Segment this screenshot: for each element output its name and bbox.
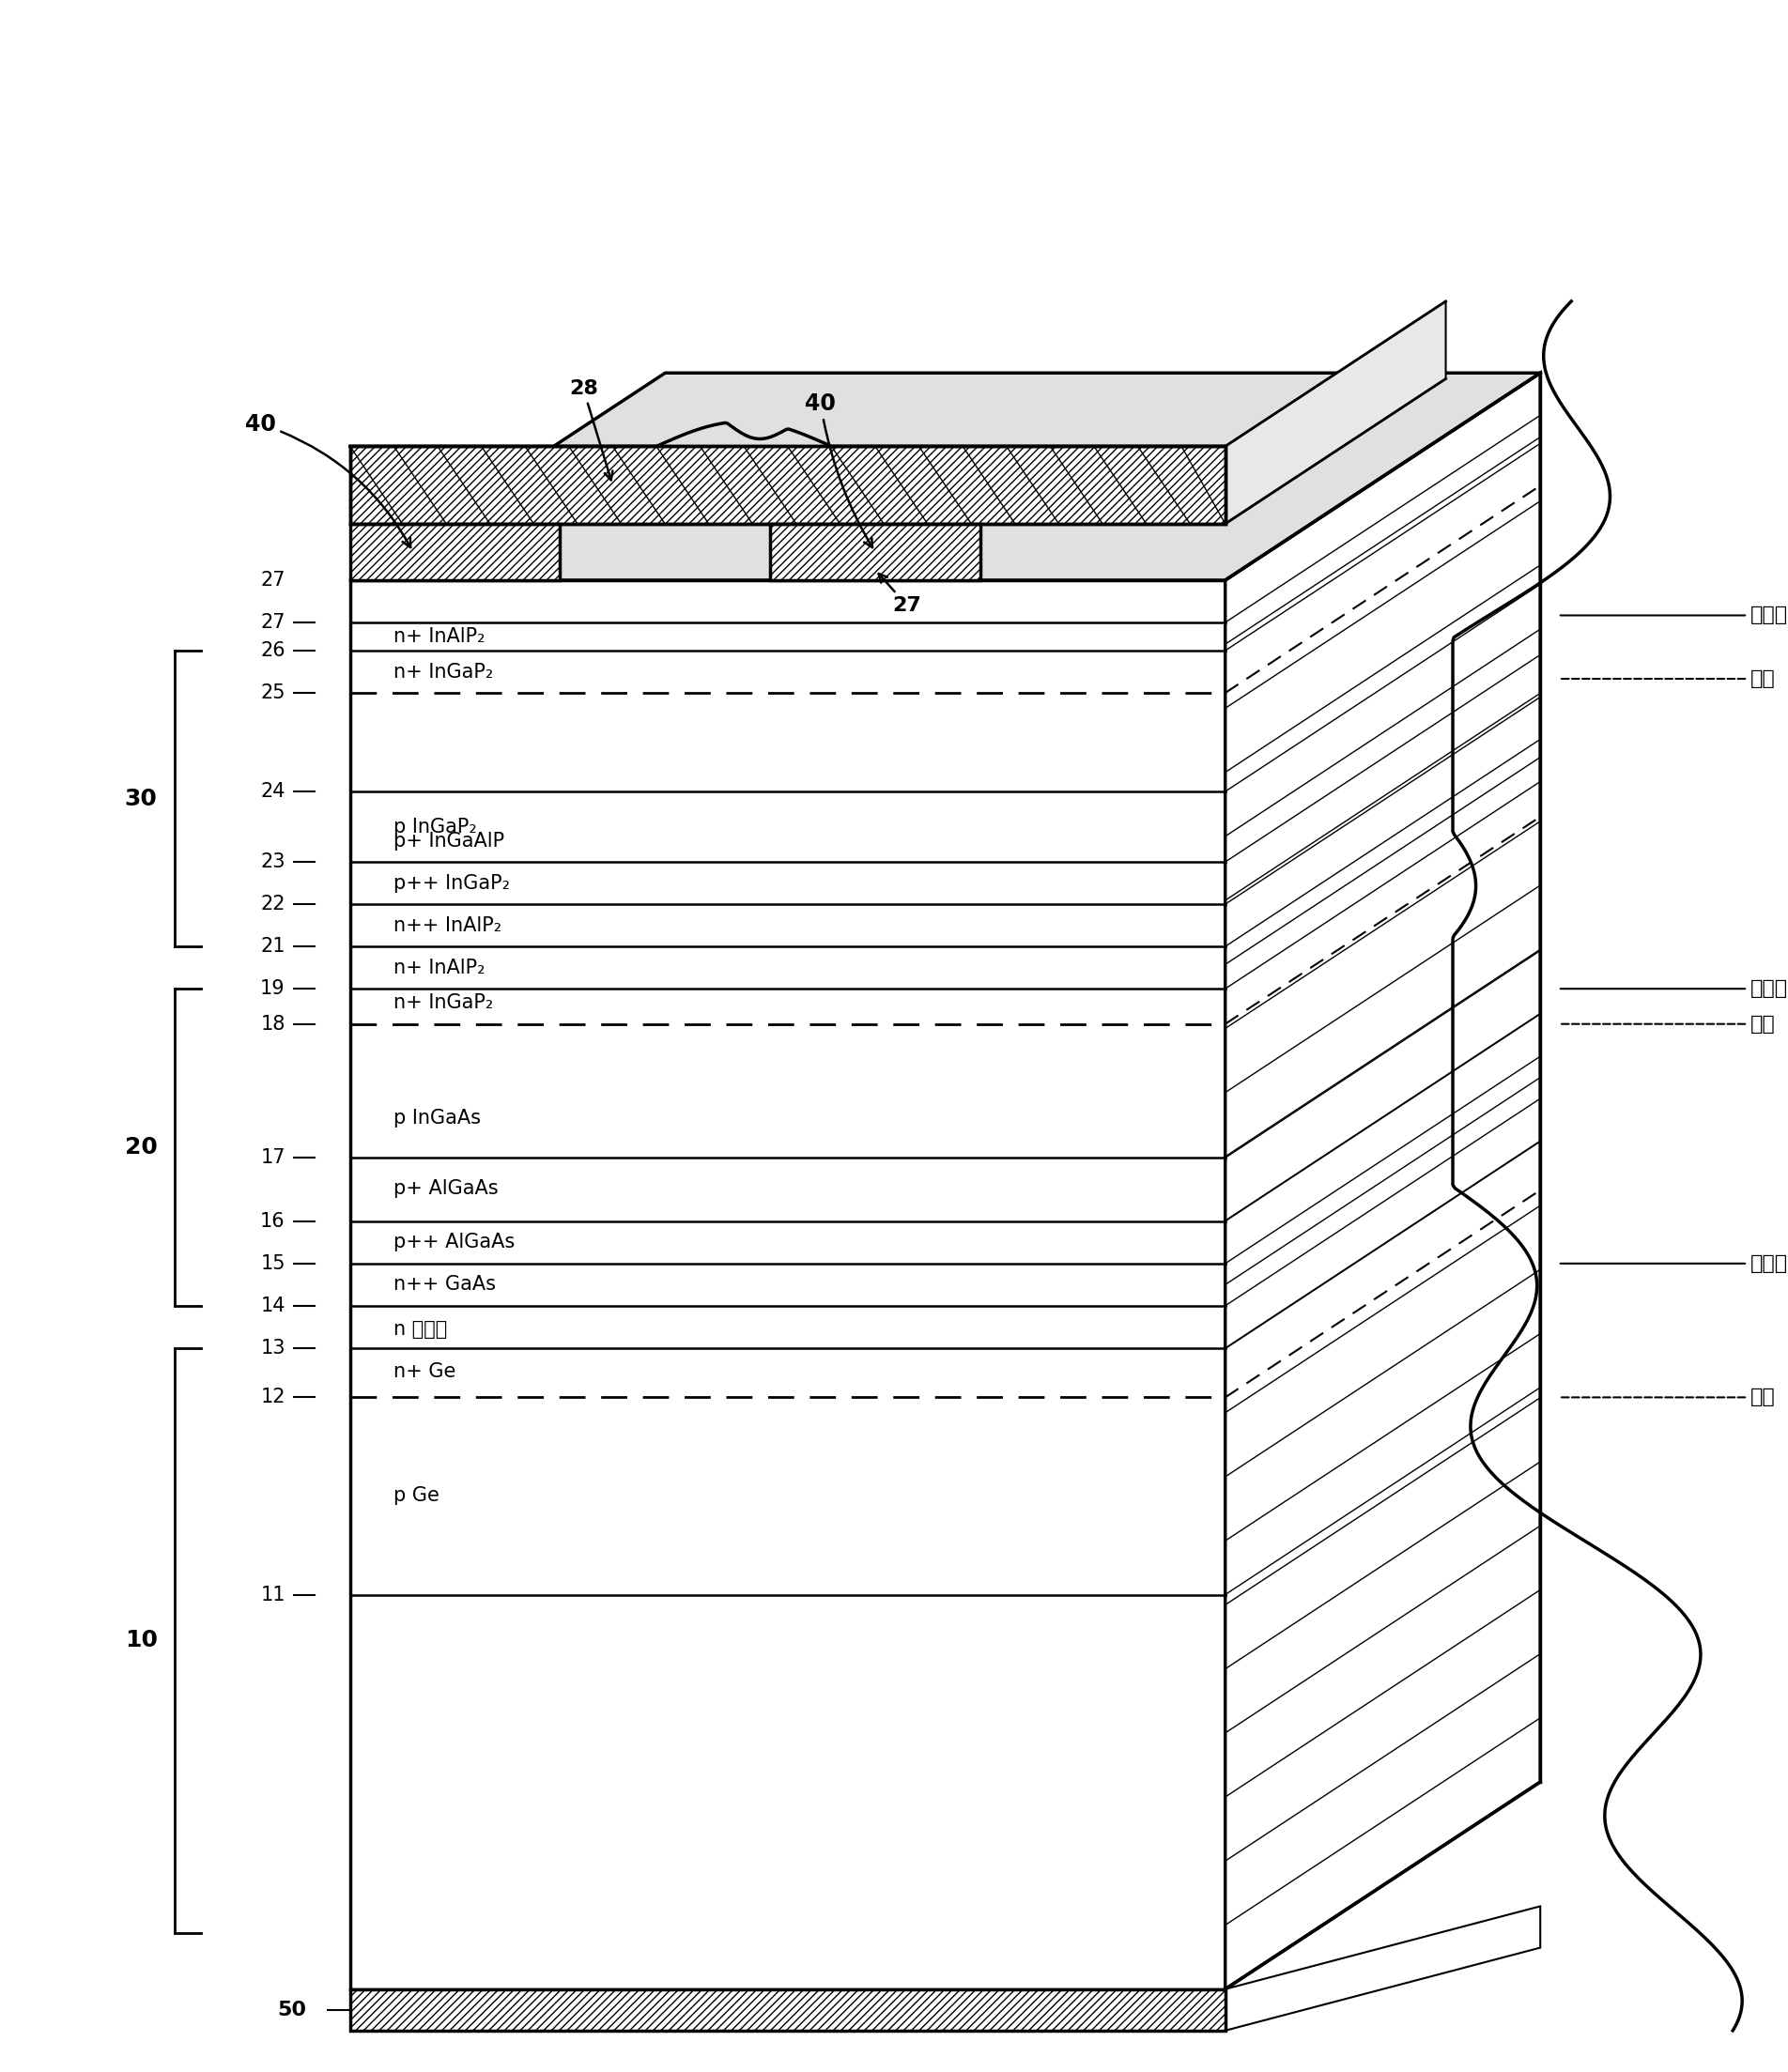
Polygon shape [1225, 1906, 1539, 2031]
Text: 27: 27 [878, 574, 921, 615]
Text: 16: 16 [261, 1212, 286, 1231]
Text: 10: 10 [125, 1629, 157, 1651]
Text: 40: 40 [245, 412, 411, 547]
Text: p++ AlGaAs: p++ AlGaAs [393, 1233, 515, 1251]
Polygon shape [1225, 373, 1539, 1989]
Polygon shape [350, 445, 1225, 524]
Text: 27: 27 [261, 570, 286, 591]
Text: 24: 24 [261, 781, 286, 802]
Text: 基底: 基底 [1561, 1388, 1775, 1407]
Polygon shape [350, 580, 1225, 1989]
Text: 基底: 基底 [1561, 1015, 1775, 1034]
Polygon shape [771, 524, 980, 580]
Text: p++ InGaP₂: p++ InGaP₂ [393, 874, 510, 893]
Text: 30: 30 [125, 787, 157, 810]
Text: 发射极: 发射极 [1561, 980, 1788, 999]
Text: n+ InGaP₂: n+ InGaP₂ [393, 663, 493, 682]
Text: 22: 22 [261, 895, 286, 914]
Polygon shape [350, 524, 560, 580]
Polygon shape [350, 1989, 1225, 2031]
Polygon shape [350, 373, 1539, 580]
Text: 20: 20 [125, 1135, 157, 1158]
Text: 23: 23 [261, 852, 286, 872]
Text: 19: 19 [261, 980, 286, 999]
Text: 50: 50 [277, 1999, 306, 2020]
Text: n+ InAlP₂: n+ InAlP₂ [393, 957, 486, 978]
Text: 13: 13 [261, 1339, 286, 1357]
Text: 26: 26 [261, 640, 286, 661]
Text: 11: 11 [261, 1585, 286, 1604]
Text: 28: 28 [569, 379, 613, 481]
Text: n 成核层: n 成核层 [393, 1320, 447, 1339]
Text: n++ GaAs: n++ GaAs [393, 1274, 497, 1295]
Text: p+ AlGaAs: p+ AlGaAs [393, 1179, 499, 1198]
Text: 12: 12 [261, 1388, 286, 1407]
Text: 21: 21 [261, 937, 286, 955]
Text: p+ InGaAlP: p+ InGaAlP [393, 831, 504, 850]
Text: 基底: 基底 [1561, 669, 1775, 688]
Text: 发射极: 发射极 [1561, 1254, 1788, 1272]
Text: 15: 15 [261, 1254, 286, 1272]
Polygon shape [1225, 300, 1446, 524]
Text: n+ Ge: n+ Ge [393, 1363, 456, 1382]
Text: 25: 25 [261, 684, 286, 702]
Text: 18: 18 [261, 1015, 286, 1034]
Text: 14: 14 [261, 1297, 286, 1316]
Text: n+ InGaP₂: n+ InGaP₂ [393, 992, 493, 1013]
Text: 27: 27 [261, 613, 286, 632]
Text: n+ InAlP₂: n+ InAlP₂ [393, 628, 486, 646]
Text: p InGaP₂: p InGaP₂ [393, 816, 477, 837]
Text: p Ge: p Ge [393, 1486, 440, 1506]
Text: 40: 40 [805, 392, 873, 547]
Text: 17: 17 [261, 1148, 286, 1167]
Text: n++ InAlP₂: n++ InAlP₂ [393, 916, 502, 934]
Text: p InGaAs: p InGaAs [393, 1109, 481, 1127]
Text: 发射极: 发射极 [1561, 605, 1788, 626]
